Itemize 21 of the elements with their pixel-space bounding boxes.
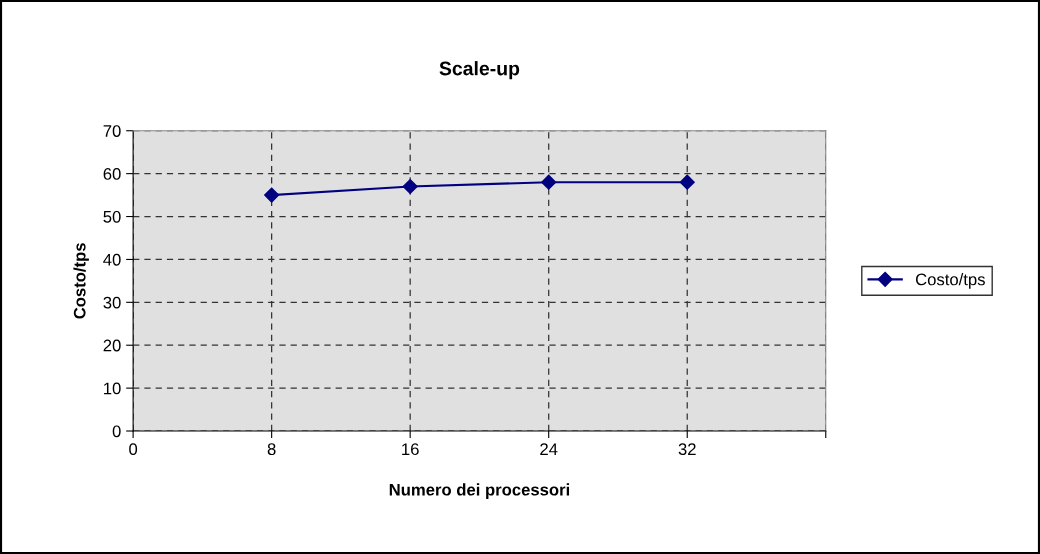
y-tick-label: 40 [103, 253, 121, 266]
y-tick-label: 50 [103, 210, 121, 223]
y-tick-label: 60 [103, 168, 121, 180]
point [264, 187, 280, 203]
y-tick-label: 10 [104, 382, 121, 395]
y-tick-label: 30 [103, 296, 121, 309]
y-tick-label: 70 [103, 125, 121, 137]
chart-title: Scale-up [439, 61, 520, 80]
x-tick-label: 24 [540, 443, 558, 455]
legend-label: Costo/tps [915, 273, 985, 289]
y-axis-title: Costo/tps [73, 243, 89, 319]
y-tick-label: 20 [103, 339, 121, 352]
y-tick-label: 0 [112, 425, 121, 438]
point [402, 178, 418, 195]
point [679, 174, 695, 190]
x-axis-title: Numero dei processori [389, 483, 570, 499]
x-tick-label: 8 [267, 443, 276, 456]
x-tick-label: 16 [402, 443, 419, 456]
x-tick-label: 32 [678, 443, 696, 456]
x-tick-label: 0 [129, 443, 138, 456]
point [541, 174, 557, 190]
